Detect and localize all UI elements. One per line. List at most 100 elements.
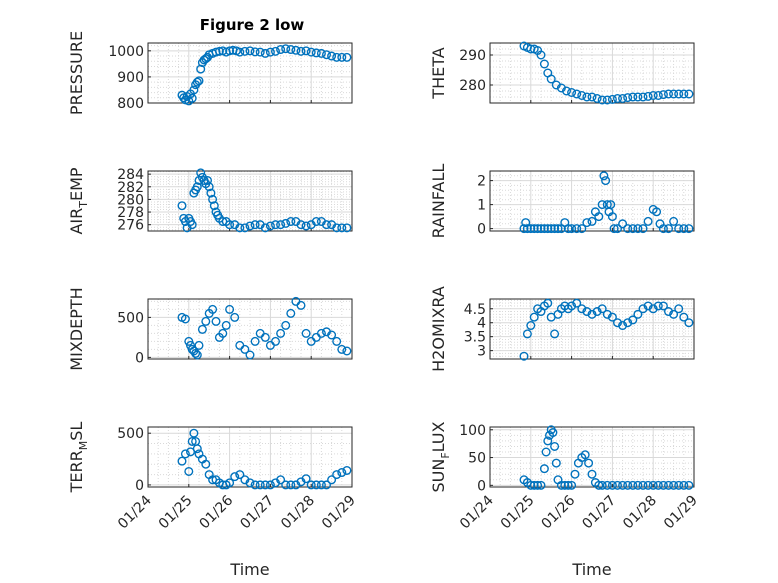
grid bbox=[489, 42, 695, 104]
data-point bbox=[180, 449, 190, 459]
data-point bbox=[628, 92, 638, 102]
data-point bbox=[221, 320, 231, 330]
data-point bbox=[301, 46, 311, 56]
data-point bbox=[235, 470, 245, 480]
data-point bbox=[536, 50, 546, 60]
data-point bbox=[260, 480, 270, 490]
data-point bbox=[522, 329, 532, 339]
data-point bbox=[192, 77, 202, 87]
data-point bbox=[250, 480, 260, 490]
data-point bbox=[602, 309, 612, 319]
y-tick-label: 500 bbox=[117, 310, 144, 326]
data-point bbox=[648, 304, 658, 314]
data-point bbox=[638, 224, 648, 234]
data-point bbox=[582, 218, 592, 228]
data-point bbox=[260, 332, 270, 342]
y-axis-label: RAINFALL bbox=[429, 164, 448, 239]
data-point bbox=[582, 307, 592, 317]
data-point bbox=[669, 480, 679, 490]
data-point bbox=[286, 217, 296, 227]
data-point bbox=[658, 90, 668, 100]
data-point bbox=[311, 480, 321, 490]
data-point bbox=[197, 324, 207, 334]
grid bbox=[147, 171, 353, 231]
data-point bbox=[327, 51, 337, 61]
data-point bbox=[225, 478, 235, 488]
data-point bbox=[276, 475, 286, 485]
series-markers bbox=[177, 168, 352, 233]
data-point bbox=[281, 320, 291, 330]
data-point bbox=[225, 220, 235, 230]
data-point bbox=[562, 86, 572, 96]
y-tick-label: 0 bbox=[135, 350, 144, 366]
data-point bbox=[327, 475, 337, 485]
data-point bbox=[206, 188, 216, 198]
data-point bbox=[597, 95, 607, 105]
series-markers bbox=[177, 44, 352, 106]
series-markers bbox=[519, 171, 694, 234]
data-point bbox=[643, 301, 653, 311]
data-point bbox=[225, 304, 235, 314]
y-tick-label: 0 bbox=[477, 478, 486, 494]
y-axis-label: TERRMSL bbox=[67, 422, 90, 494]
data-point bbox=[296, 300, 306, 310]
y-tick-label: 1 bbox=[477, 198, 486, 214]
y-tick-label: 282 bbox=[117, 180, 144, 196]
y-tick-label: 290 bbox=[459, 48, 486, 64]
y-tick-label: 900 bbox=[117, 70, 144, 86]
data-point bbox=[519, 224, 529, 234]
data-point bbox=[196, 64, 206, 74]
data-point bbox=[567, 87, 577, 97]
data-point bbox=[653, 480, 663, 490]
data-point bbox=[567, 301, 577, 311]
data-point bbox=[618, 219, 628, 229]
data-point bbox=[653, 301, 663, 311]
data-point bbox=[342, 465, 352, 475]
data-point bbox=[658, 480, 668, 490]
data-point bbox=[607, 94, 617, 104]
data-point bbox=[684, 318, 694, 328]
data-point bbox=[664, 89, 674, 99]
data-point bbox=[250, 220, 260, 230]
data-point bbox=[337, 223, 347, 233]
y-tick-label: 280 bbox=[117, 192, 144, 208]
data-point bbox=[684, 224, 694, 234]
data-point bbox=[623, 224, 633, 234]
data-point bbox=[587, 469, 597, 479]
y-axis-label: PRESSURE bbox=[67, 31, 86, 115]
data-point bbox=[594, 212, 604, 222]
data-point bbox=[316, 480, 326, 490]
data-point bbox=[286, 480, 296, 490]
data-point bbox=[276, 220, 286, 230]
data-point bbox=[658, 224, 668, 234]
data-point bbox=[281, 44, 291, 54]
y-axis-label: THETA bbox=[429, 47, 448, 99]
data-point bbox=[342, 346, 352, 356]
data-point bbox=[322, 50, 332, 60]
data-point bbox=[522, 224, 532, 234]
data-point bbox=[638, 480, 648, 490]
data-point bbox=[526, 480, 536, 490]
data-point bbox=[286, 45, 296, 55]
y-tick-label: 4 bbox=[477, 316, 486, 332]
data-point bbox=[235, 223, 245, 233]
data-point bbox=[209, 201, 219, 211]
data-point bbox=[240, 223, 250, 233]
data-point bbox=[572, 298, 582, 308]
data-point bbox=[218, 328, 228, 338]
data-point bbox=[653, 90, 663, 100]
data-point bbox=[189, 428, 199, 438]
y-tick-label: 3.5 bbox=[464, 330, 486, 346]
subplot-6: 33.544.5 H2OMIXRA bbox=[429, 286, 695, 372]
data-point bbox=[652, 207, 662, 217]
data-point bbox=[177, 201, 187, 211]
data-point bbox=[301, 221, 311, 231]
data-point bbox=[592, 307, 602, 317]
data-point bbox=[669, 216, 679, 226]
data-point bbox=[260, 48, 270, 58]
data-point bbox=[638, 304, 648, 314]
axes-box bbox=[489, 170, 695, 232]
x-axis-label: Time bbox=[229, 560, 269, 579]
series-markers bbox=[519, 298, 694, 361]
